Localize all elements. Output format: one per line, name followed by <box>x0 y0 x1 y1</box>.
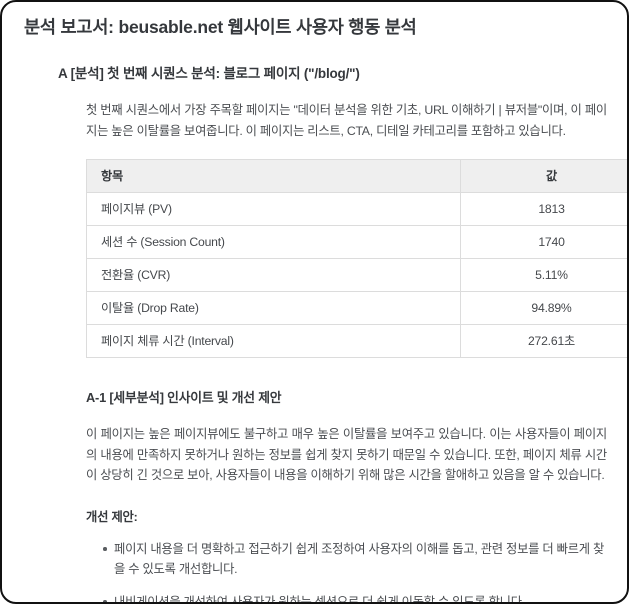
cell-metric-name: 세션 수 (Session Count) <box>86 225 461 259</box>
page-title: 분석 보고서: beusable.net 웹사이트 사용자 행동 분석 <box>24 17 417 37</box>
table-row: 세션 수 (Session Count) 1740 <box>86 225 627 259</box>
suggestions-label: 개선 제안: <box>86 509 138 524</box>
cell-metric-value: 272.61초 <box>460 324 627 358</box>
metrics-table-head: 항목 값 <box>86 159 627 193</box>
table-row: 전환율 (CVR) 5.11% <box>86 258 627 292</box>
cell-metric-value: 1740 <box>460 225 627 259</box>
cell-metric-name: 이탈율 (Drop Rate) <box>86 291 461 325</box>
cell-metric-value: 94.89% <box>460 291 627 325</box>
section-a-intro-paragraph: 첫 번째 시퀀스에서 가장 주목할 페이지는 "데이터 분석을 위한 기초, U… <box>86 103 607 138</box>
section-a: A [분석] 첫 번째 시퀀스 분석: 블로그 페이지 ("/blog/") 첫… <box>22 64 627 602</box>
cell-metric-value: 1813 <box>460 192 627 226</box>
column-header-value: 값 <box>460 159 627 193</box>
metrics-table-container: 항목 값 페이지뷰 (PV) 1813 세션 수 (Session Count) <box>86 159 627 358</box>
table-row: 이탈율 (Drop Rate) 94.89% <box>86 291 627 325</box>
section-a1-heading: A-1 [세부분석] 인사이트 및 개선 제안 <box>86 390 282 405</box>
metrics-table-body: 페이지뷰 (PV) 1813 세션 수 (Session Count) 1740… <box>86 192 627 358</box>
suggestions-list: 페이지 내용을 더 명확하고 접근하기 쉽게 조정하여 사용자의 이해를 돕고,… <box>86 539 607 602</box>
cell-metric-name: 전환율 (CVR) <box>86 258 461 292</box>
cell-metric-name: 페이지 체류 시간 (Interval) <box>86 324 461 358</box>
column-header-item: 항목 <box>86 159 461 193</box>
section-a1-insight-paragraph: 이 페이지는 높은 페이지뷰에도 불구하고 매우 높은 이탈률을 보여주고 있습… <box>86 427 607 482</box>
list-item: 내비게이션을 개선하여 사용자가 원하는 섹션으로 더 쉽게 이동할 수 있도록… <box>103 592 607 602</box>
metrics-table: 항목 값 페이지뷰 (PV) 1813 세션 수 (Session Count) <box>86 159 627 358</box>
table-row: 페이지뷰 (PV) 1813 <box>86 192 627 226</box>
table-row: 페이지 체류 시간 (Interval) 272.61초 <box>86 324 627 358</box>
cell-metric-value: 5.11% <box>460 258 627 292</box>
section-a-body: 첫 번째 시퀀스에서 가장 주목할 페이지는 "데이터 분석을 위한 기초, U… <box>58 100 627 602</box>
list-item: 페이지 내용을 더 명확하고 접근하기 쉽게 조정하여 사용자의 이해를 돕고,… <box>103 539 607 580</box>
section-a-heading: A [분석] 첫 번째 시퀀스 분석: 블로그 페이지 ("/blog/") <box>58 66 360 81</box>
cell-metric-name: 페이지뷰 (PV) <box>86 192 461 226</box>
table-header-row: 항목 값 <box>86 159 627 193</box>
